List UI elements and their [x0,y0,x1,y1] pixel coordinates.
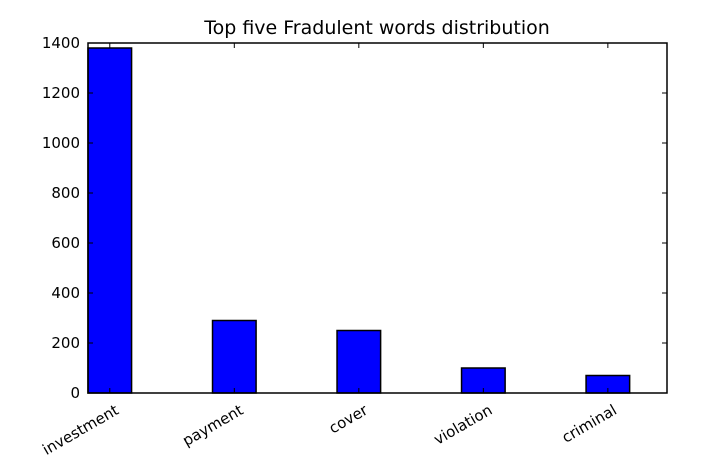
bars-layer [87,47,631,394]
y-tick-label-0: 0 [70,384,80,402]
chart-title: Top five Fradulent words distribution [203,17,550,39]
y-tick-label-1000: 1000 [42,134,80,152]
x-tick-label-cover: cover [326,400,372,437]
bar-cover [336,329,382,394]
y-tick-label-400: 400 [51,284,80,302]
y-tick-label-600: 600 [51,234,80,252]
plot-frame [87,42,668,394]
y-tick-label-200: 200 [51,334,80,352]
y-tick-label-1400: 1400 [42,34,80,52]
y-tick-label-800: 800 [51,184,80,202]
x-tick-label-violation: violation [431,401,496,449]
x-tick-label-investment: investment [39,401,121,459]
x-tick-label-payment: payment [179,401,246,450]
bar-payment [211,319,257,394]
y-tick-label-1200: 1200 [42,84,80,102]
x-tick-label-criminal: criminal [559,401,620,447]
bar-investment [87,47,133,394]
